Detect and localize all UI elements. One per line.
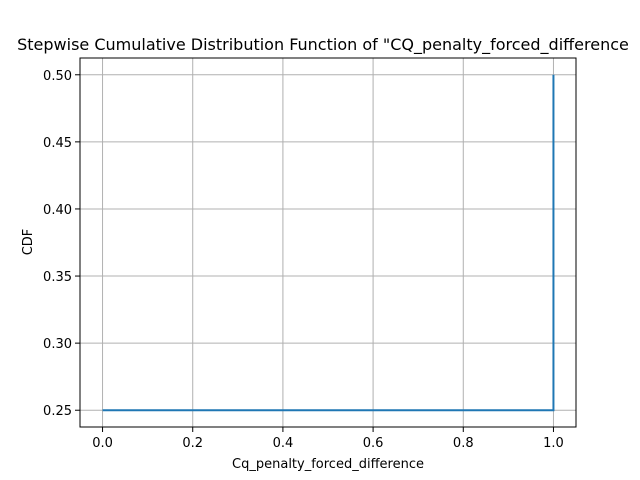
y-tick-label: 0.50	[43, 69, 72, 84]
x-tick-label: 0.2	[182, 436, 203, 451]
grid-lines	[80, 58, 576, 427]
x-tick-label: 0.8	[453, 436, 474, 451]
y-axis-ticks: 0.25 0.30 0.35 0.40 0.45 0.50	[43, 69, 80, 419]
y-axis-label: CDF	[21, 229, 36, 256]
x-tick-label: 0.0	[92, 436, 113, 451]
y-tick-label: 0.35	[43, 270, 72, 285]
y-tick-label: 0.30	[43, 337, 72, 352]
y-tick-label: 0.25	[43, 404, 72, 419]
x-tick-label: 1.0	[543, 436, 564, 451]
x-tick-label: 0.4	[273, 436, 294, 451]
x-axis-label: Cq_penalty_forced_difference	[232, 457, 424, 472]
plot-frame	[80, 58, 576, 427]
series-layer	[103, 75, 554, 410]
x-tick-label: 0.6	[363, 436, 384, 451]
chart-title: Stepwise Cumulative Distribution Functio…	[17, 35, 629, 55]
x-axis-ticks: 0.0 0.2 0.4 0.6 0.8 1.0	[92, 427, 564, 451]
y-tick-label: 0.45	[43, 136, 72, 151]
cdf-step-line	[103, 75, 554, 410]
y-tick-label: 0.40	[43, 203, 72, 218]
